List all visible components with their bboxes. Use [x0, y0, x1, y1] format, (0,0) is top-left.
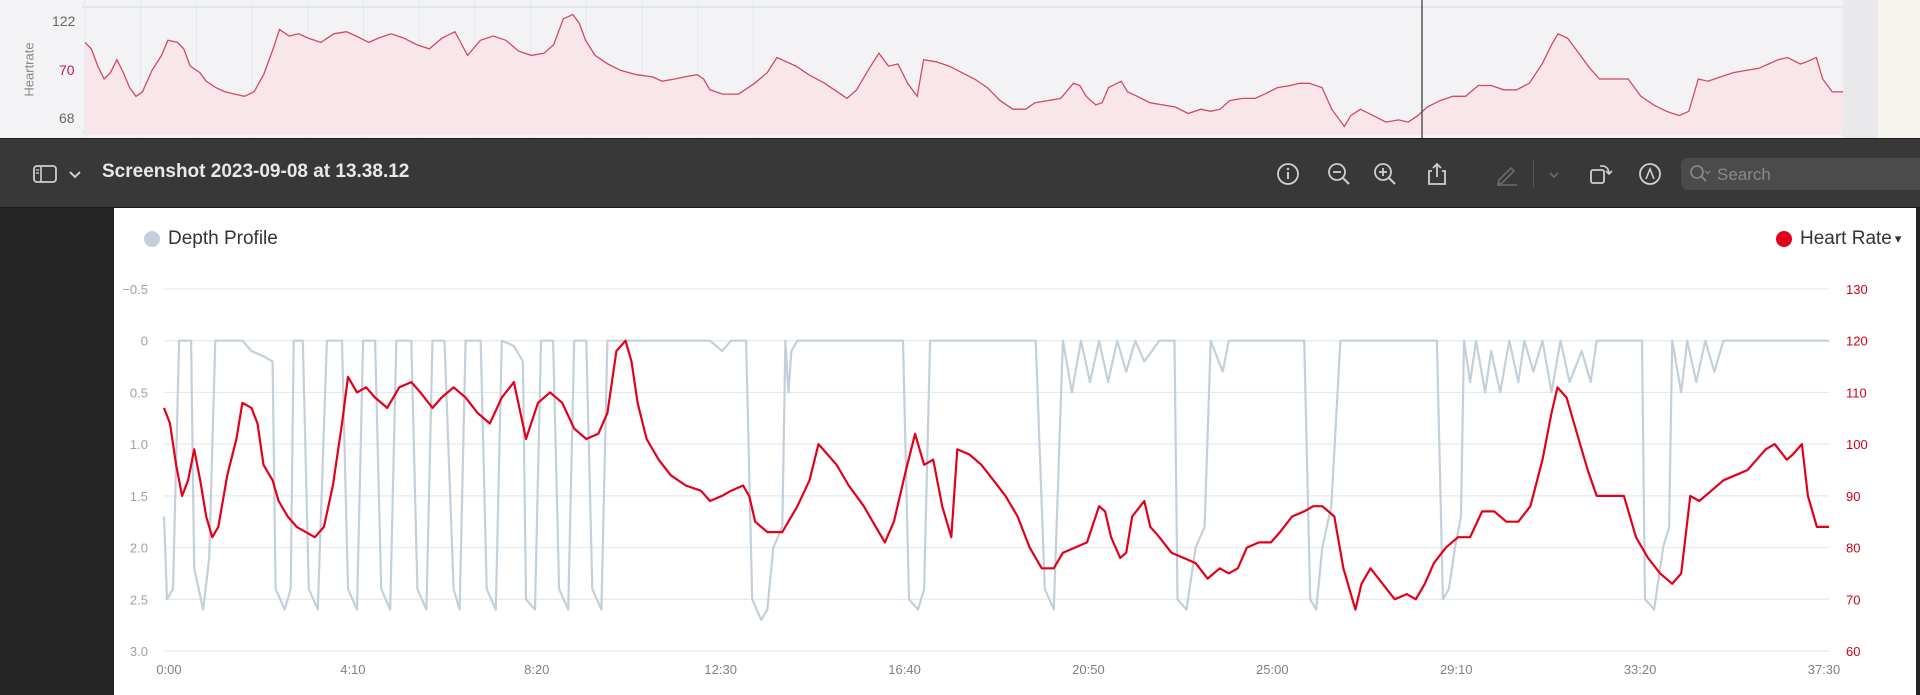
share-icon[interactable] — [1424, 161, 1450, 187]
document-title: Screenshot 2023-09-08 at 13.38.12 — [102, 161, 410, 182]
depth-profile-line — [162, 339, 1829, 622]
legend-depth-label: Depth Profile — [168, 228, 278, 249]
legend-heart-rate-label: Heart Rate — [1800, 228, 1892, 249]
heart-rate-legend-dot — [1776, 231, 1792, 247]
rotate-icon[interactable] — [1588, 161, 1614, 187]
right-tick-label: 80 — [1846, 541, 1860, 556]
background-window-chart: 122 70 68 Heartrate — [0, 0, 1920, 138]
depth-heartrate-chart: −0.5 0 0.5 1.0 1.5 2.0 2.5 3.0 130 120 110 100 90 80 7… — [122, 282, 1868, 677]
search-icon — [1689, 164, 1711, 189]
background-heartrate-plot — [82, 0, 1845, 138]
search-field[interactable] — [1681, 158, 1920, 190]
right-tick-label: 70 — [1846, 592, 1860, 607]
bg-tick-122: 122 — [52, 13, 76, 29]
zoom-out-icon[interactable] — [1326, 161, 1352, 187]
bg-ylabel: Heartrate — [21, 42, 37, 97]
left-tick-label: −0.5 — [122, 282, 148, 297]
legend-depth[interactable]: Depth Profile — [144, 228, 278, 250]
bg-tick-70: 70 — [59, 62, 75, 78]
x-tick-label: 20:50 — [1072, 662, 1105, 677]
right-tick-label: 130 — [1846, 282, 1868, 297]
x-tick-label: 33:20 — [1624, 662, 1657, 677]
x-tick-label: 12:30 — [704, 662, 737, 677]
left-tick-label: 3.0 — [130, 644, 148, 659]
left-tick-label: 2.0 — [130, 541, 148, 556]
left-tick-label: 2.5 — [130, 592, 148, 607]
left-tick-label: 0 — [141, 334, 148, 349]
search-input[interactable] — [1715, 164, 1919, 186]
right-tick-label: 110 — [1846, 385, 1867, 400]
bg-tick-68: 68 — [59, 110, 75, 126]
legend-heart-rate[interactable]: Heart Rate ▾ — [1776, 228, 1901, 250]
preview-toolbar: Screenshot 2023-09-08 at 13.38.12 — [0, 138, 1920, 208]
chevron-down-icon[interactable] — [66, 161, 84, 187]
left-tick-label: 1.0 — [130, 437, 148, 452]
markup-circle-icon[interactable] — [1637, 161, 1663, 187]
left-tick-label: 0.5 — [130, 385, 148, 400]
x-tick-label: 0:00 — [156, 662, 181, 677]
document-page: −0.5 0 0.5 1.0 1.5 2.0 2.5 3.0 130 120 110 100 90 80 7… — [114, 208, 1916, 695]
right-tick-label: 120 — [1846, 334, 1868, 349]
sidebar-toggle-icon[interactable] — [32, 161, 58, 187]
x-tick-label: 29:10 — [1440, 662, 1473, 677]
legend-dropdown-icon: ▾ — [1894, 231, 1902, 246]
x-tick-label: 37:30 — [1808, 662, 1841, 677]
right-tick-label: 90 — [1846, 489, 1860, 504]
toolbar-divider — [1533, 161, 1534, 187]
x-tick-label: 16:40 — [888, 662, 921, 677]
x-tick-label: 25:00 — [1256, 662, 1289, 677]
right-tick-label: 100 — [1846, 437, 1868, 452]
x-tick-label: 8:20 — [524, 662, 549, 677]
zoom-in-icon[interactable] — [1372, 161, 1398, 187]
info-icon[interactable] — [1275, 161, 1301, 187]
heart-rate-line — [162, 339, 1829, 611]
bg-window-edge-2 — [1878, 0, 1920, 138]
x-tick-label: 4:10 — [340, 662, 365, 677]
right-tick-label: 60 — [1846, 644, 1860, 659]
markup-chevron-icon[interactable] — [1545, 161, 1563, 187]
left-tick-label: 1.5 — [130, 489, 148, 504]
markup-pen-icon[interactable] — [1494, 161, 1520, 187]
depth-legend-dot — [144, 231, 160, 247]
bg-heartrate-line — [84, 13, 1845, 128]
